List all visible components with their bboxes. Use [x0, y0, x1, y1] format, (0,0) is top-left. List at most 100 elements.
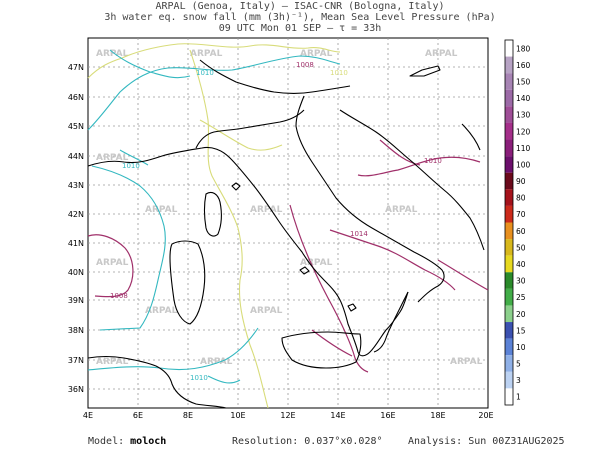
colorbar-label: 20: [516, 310, 526, 319]
colorbar-label: 70: [516, 210, 526, 219]
lon-label: 14E: [330, 411, 345, 420]
lat-label: 37N: [68, 356, 84, 365]
footer-analysis: Analysis: Sun 00Z31AUG2025: [408, 436, 565, 447]
isobar-label: 1008: [110, 292, 128, 300]
watermark-text: ARPAL: [450, 357, 483, 367]
lon-label: 6E: [133, 411, 143, 420]
model-label: Model:: [88, 436, 125, 447]
watermark-text: ARPAL: [190, 49, 223, 59]
lat-label: 38N: [68, 326, 84, 335]
watermark-text: ARPAL: [145, 306, 178, 316]
isobar-label: 1010: [196, 69, 214, 77]
header-variables: 3h water eq. snow fall (mm (3h)⁻¹), Mean…: [104, 12, 496, 23]
lat-label: 40N: [68, 268, 84, 277]
isobar-label: 1014: [350, 230, 368, 238]
lon-label: 12E: [280, 411, 295, 420]
colorbar-swatch: [505, 288, 513, 306]
watermark-text: ARPAL: [425, 49, 458, 59]
colorbar-label: 25: [516, 293, 526, 302]
colorbar-swatch: [505, 239, 513, 256]
lat-label: 36N: [68, 385, 84, 394]
coastlines: [87, 59, 485, 409]
colorbar-label: 30: [516, 277, 526, 286]
colorbar-swatch: [505, 338, 513, 356]
colorbar-label: 1: [516, 393, 521, 402]
colorbar-swatch: [505, 139, 513, 157]
colorbar-swatch: [505, 73, 513, 90]
lon-label: 16E: [380, 411, 395, 420]
lat-label: 42N: [68, 210, 84, 219]
colorbar-label: 100: [516, 160, 531, 169]
colorbar-label: 3: [516, 376, 521, 385]
colorbar-label: 90: [516, 177, 526, 186]
colorbar-swatch: [505, 56, 513, 74]
watermark-text: ARPAL: [96, 357, 129, 367]
colorbar-label: 10: [516, 343, 526, 352]
colorbar-swatch: [505, 172, 513, 190]
lat-label: 45N: [68, 122, 84, 131]
footer-model: Model: moloch: [88, 436, 166, 447]
colorbar-label: 5: [516, 360, 521, 369]
isobars-purple: [87, 139, 489, 373]
lat-lon-grid: [88, 38, 488, 408]
colorbar-swatch: [505, 305, 513, 323]
colorbar-swatch: [505, 156, 513, 173]
lat-label: 41N: [68, 239, 84, 248]
colorbar-label: 180: [516, 44, 531, 53]
colorbar-swatch: [505, 255, 513, 273]
lon-label: 8E: [183, 411, 193, 420]
header-title: ARPAL (Genoa, Italy) — ISAC-CNR (Bologna…: [155, 1, 445, 12]
colorbar-label: 60: [516, 227, 526, 236]
isobar-label: 1010: [190, 374, 208, 382]
isobar-label: 1010: [424, 157, 442, 165]
colorbar-swatch: [505, 388, 513, 405]
watermarks: ARPAL ARPAL ARPAL ARPAL ARPAL ARPAL ARPA…: [96, 49, 483, 367]
isobars-cyan: [87, 49, 341, 384]
colorbar-label: 80: [516, 194, 526, 203]
lat-label: 44N: [68, 152, 84, 161]
colorbar-swatch: [505, 122, 513, 140]
watermark-text: ARPAL: [96, 153, 129, 163]
colorbar-frame: [504, 39, 514, 406]
colorbar-swatch: [505, 40, 513, 57]
watermark-text: ARPAL: [96, 258, 129, 268]
watermark-text: ARPAL: [145, 205, 178, 215]
lat-label: 43N: [68, 181, 84, 190]
colorbar-label: 130: [516, 111, 531, 120]
colorbar-swatch: [505, 106, 513, 123]
colorbar-swatch: [505, 272, 513, 289]
colorbar-swatch: [505, 355, 513, 372]
lon-label: 20E: [478, 411, 493, 420]
lat-label: 39N: [68, 296, 84, 305]
watermark-text: ARPAL: [300, 49, 333, 59]
colorbar-label: 40: [516, 260, 526, 269]
colorbar-label: 15: [516, 326, 526, 335]
colorbar-swatch: [505, 205, 513, 223]
watermark-text: ARPAL: [250, 205, 283, 215]
isobar-labels: 1010 1008 1010 1010 1014 1008 1010 1010: [110, 61, 442, 382]
colorbar-swatch: [505, 89, 513, 107]
colorbar-swatch: [505, 189, 513, 206]
lon-label: 10E: [230, 411, 245, 420]
footer-resolution: Resolution: 0.037°x0.028°: [232, 436, 383, 447]
lon-label: 18E: [430, 411, 445, 420]
colorbar-label: 120: [516, 127, 531, 136]
isobar-label: 1010: [122, 162, 140, 170]
watermark-text: ARPAL: [385, 205, 418, 215]
isobar-label: 1008: [296, 61, 314, 69]
watermark-text: ARPAL: [200, 357, 233, 367]
colorbar-label: 50: [516, 243, 526, 252]
lat-labels: 47N 46N 45N 44N 43N 42N 41N 40N 39N 38N …: [68, 63, 84, 394]
colorbar-swatch: [505, 371, 513, 389]
colorbar-label: 150: [516, 77, 531, 86]
isobars-yellow: [87, 43, 341, 409]
colorbar-label: 140: [516, 94, 531, 103]
colorbar-swatch: [505, 222, 513, 240]
watermark-text: ARPAL: [250, 306, 283, 316]
lat-label: 47N: [68, 63, 84, 72]
lon-label: 4E: [83, 411, 93, 420]
watermark-text: ARPAL: [300, 258, 333, 268]
isobar-label: 1010: [330, 69, 348, 77]
colorbar-swatch: [505, 322, 513, 339]
